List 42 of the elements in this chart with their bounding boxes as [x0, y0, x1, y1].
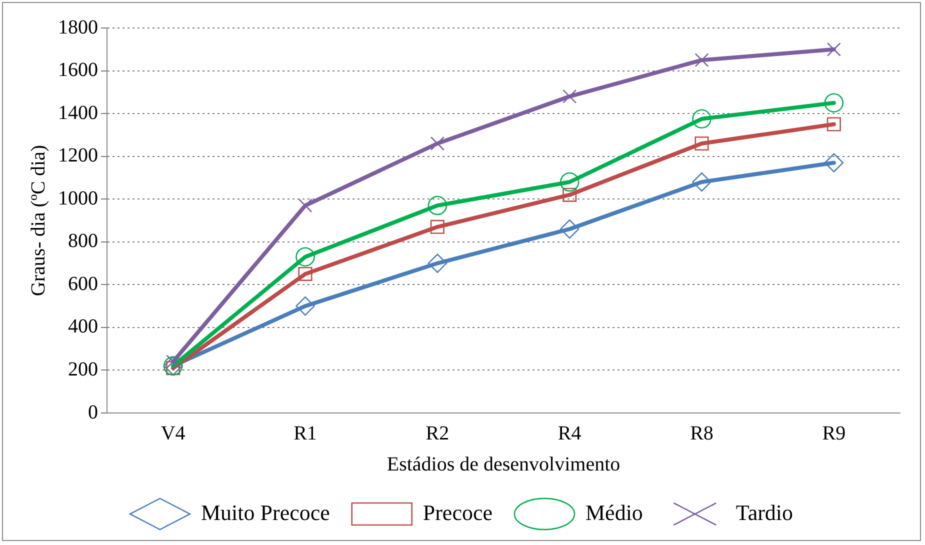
point: [430, 136, 444, 151]
point: [694, 136, 709, 151]
point: [824, 153, 844, 172]
y-tick-label: 200: [68, 358, 98, 380]
x-tick-label: R8: [690, 422, 714, 444]
point: [298, 198, 312, 213]
point: [562, 188, 577, 202]
point: [560, 219, 580, 239]
x-tick-label: R9: [822, 422, 846, 444]
point: [694, 53, 709, 68]
point: [562, 89, 577, 104]
x-tick-label: R4: [558, 422, 582, 444]
y-tick-label: 1200: [58, 144, 98, 167]
y-tick-label: 1800: [58, 16, 98, 38]
x-axis-title: Estádios de desenvolvimento: [386, 453, 620, 476]
point: [560, 172, 580, 192]
legend-label: Tardio: [736, 500, 794, 525]
point: [428, 196, 448, 216]
point: [824, 93, 844, 113]
point: [826, 117, 841, 132]
legend-label: Médio: [585, 500, 643, 525]
point: [692, 109, 712, 129]
point: [296, 296, 315, 316]
y-tick-label: 800: [68, 230, 98, 252]
point: [298, 266, 312, 281]
point: [430, 220, 444, 234]
point: [296, 247, 315, 267]
y-tick-label: 400: [68, 316, 98, 338]
legend-label: Precoce: [422, 500, 492, 525]
x-tick-label: R1: [294, 422, 317, 444]
y-tick-label: 0: [88, 401, 98, 424]
y-tick-label: 1600: [58, 59, 98, 82]
y-tick-label: 1400: [58, 102, 98, 124]
x-tick-label: R2: [426, 422, 450, 444]
y-tick-label: 1000: [58, 187, 98, 210]
x-tick-label: V4: [160, 422, 186, 444]
point: [692, 172, 712, 192]
point: [428, 254, 448, 273]
y-tick-label: 600: [68, 272, 98, 295]
legend-label: Muito Precoce: [200, 500, 330, 525]
y-axis-title: Graus- dia (ºC dia): [27, 144, 50, 296]
point: [826, 42, 841, 56]
